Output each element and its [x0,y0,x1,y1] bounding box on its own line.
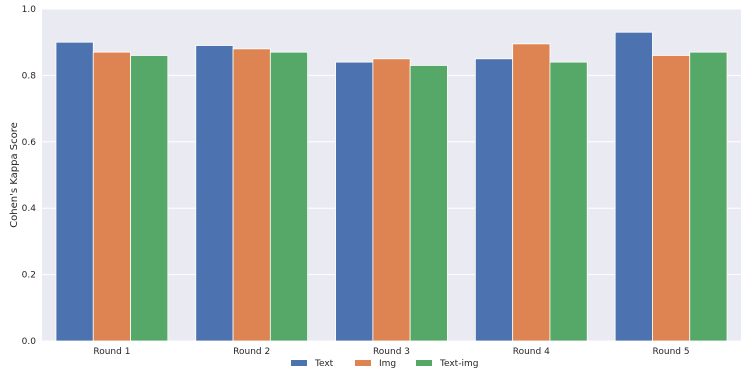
x-axis-ticks: Round 1 Round 2 Round 3 Round 4 Round 5 [93,347,689,357]
bar-text-img-round-5 [689,51,728,342]
bar-text-round-5 [614,31,653,342]
legend-label: Img [379,359,396,369]
y-axis-label: Cohen's Kappa Score [9,122,20,228]
y-tick-label: 0.2 [22,271,36,281]
y-tick-label: 0.4 [22,204,37,214]
legend-label: Text [314,359,334,369]
y-axis-ticks: 0.0 0.2 0.4 0.6 0.8 1.0 [22,5,37,347]
bar-img-round-4 [512,43,551,342]
bar-text-img-round-2 [269,51,309,342]
y-tick-label: 0.0 [22,337,37,347]
bar-text-round-1 [55,41,94,342]
bar-img-round-2 [232,48,271,342]
bar-text-round-2 [195,45,234,342]
bar-img-round-3 [372,58,411,342]
bar-text-round-3 [335,61,374,342]
x-tick-label: Round 3 [373,347,410,357]
bar-text-img-round-4 [549,61,588,342]
y-tick-label: 1.0 [22,5,37,15]
bars [55,31,728,342]
legend-swatch [355,360,371,366]
bar-text-round-4 [474,58,514,342]
legend-swatch [416,360,432,366]
legend-label: Text-img [439,359,478,369]
bar-text-img-round-1 [130,55,169,342]
bar-img-round-1 [92,51,131,342]
x-tick-label: Round 2 [233,347,270,357]
x-tick-label: Round 5 [653,347,690,357]
y-tick-label: 0.8 [22,71,37,81]
legend-swatch [291,360,307,366]
x-tick-label: Round 1 [93,347,130,357]
x-tick-label: Round 4 [513,347,550,357]
bar-img-round-5 [652,55,691,342]
bar-text-img-round-3 [409,65,448,342]
legend: Text Img Text-img [291,359,478,369]
y-tick-label: 0.6 [22,138,37,148]
